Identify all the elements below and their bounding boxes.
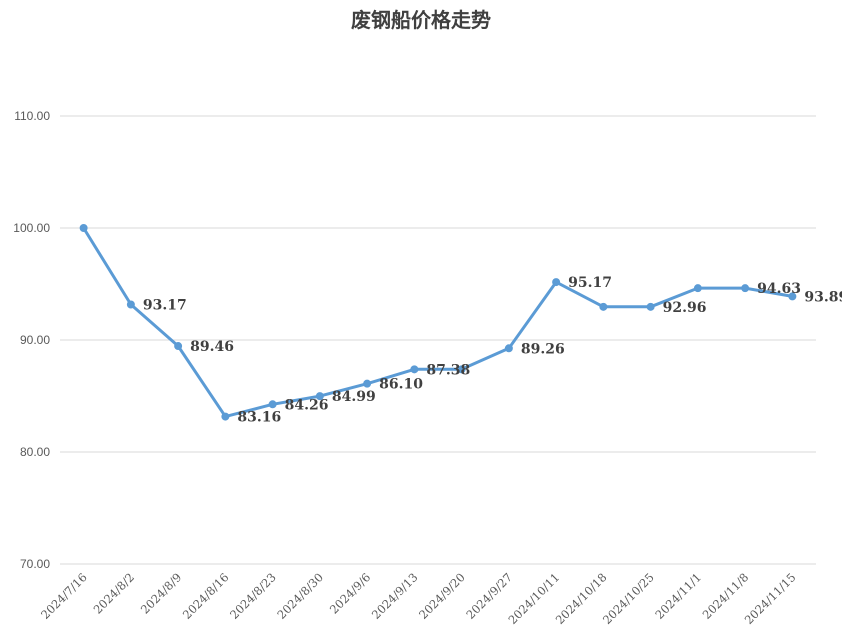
data-point bbox=[268, 400, 277, 409]
data-label: 95.17 bbox=[568, 275, 612, 291]
data-label: 92.96 bbox=[663, 300, 707, 316]
data-point bbox=[741, 284, 750, 293]
data-point bbox=[646, 302, 655, 311]
series-line-path bbox=[82, 226, 794, 419]
data-label: 86.10 bbox=[379, 377, 423, 393]
x-tick-label: 2024/8/2 bbox=[91, 570, 137, 616]
data-point bbox=[315, 392, 324, 401]
series-line bbox=[79, 224, 797, 421]
gridlines bbox=[60, 115, 816, 565]
data-point bbox=[410, 365, 419, 374]
chart-title: 废钢船价格走势 bbox=[351, 8, 491, 32]
y-tick-label: 80.00 bbox=[20, 445, 50, 459]
data-point bbox=[363, 379, 372, 388]
data-point bbox=[788, 292, 797, 301]
data-label: 89.46 bbox=[190, 339, 234, 355]
x-tick-label: 2024/9/13 bbox=[369, 570, 421, 622]
x-axis-ticks: 2024/7/16 2024/8/2 2024/8/92024/8/162024/8… bbox=[38, 570, 798, 627]
y-tick-label: 100.00 bbox=[13, 221, 50, 235]
data-label: 94.63 bbox=[757, 281, 801, 297]
y-tick-label: 90.00 bbox=[20, 333, 50, 347]
x-tick-label: 2024/8/23 bbox=[227, 570, 279, 622]
data-label: 87.38 bbox=[426, 362, 470, 378]
data-label: 93.17 bbox=[143, 297, 187, 313]
y-tick-label: 70.00 bbox=[20, 557, 50, 571]
data-point bbox=[457, 365, 466, 374]
x-tick-label: 2024/8/30 bbox=[274, 570, 326, 622]
data-label: 84.99 bbox=[332, 389, 376, 405]
data-point bbox=[221, 412, 230, 421]
data-label: 84.26 bbox=[285, 397, 329, 413]
data-point bbox=[552, 278, 561, 287]
x-tick-label: 2024/9/20 bbox=[416, 570, 468, 622]
y-axis-ticks: 70.00 80.00 90.00 100.00 110.00 bbox=[13, 109, 50, 571]
data-point bbox=[693, 284, 702, 293]
x-tick-label: 2024/8/16 bbox=[180, 570, 232, 622]
data-point bbox=[504, 344, 513, 353]
data-point bbox=[174, 342, 183, 351]
x-tick-label: 2024/9/6 bbox=[327, 570, 373, 616]
data-label: 83.16 bbox=[237, 410, 281, 426]
data-point bbox=[126, 300, 135, 309]
data-label: 93.89 bbox=[804, 289, 842, 305]
x-tick-label: 2024/11/1 bbox=[652, 570, 704, 622]
x-tick-label: 2024/11/15 bbox=[742, 570, 799, 627]
x-tick-label: 2024/10/25 bbox=[600, 570, 657, 627]
data-point bbox=[79, 224, 88, 232]
data-label: 89.26 bbox=[521, 341, 565, 357]
x-tick-label: 2024/8/9 bbox=[138, 570, 184, 616]
y-tick-label: 110.00 bbox=[14, 109, 50, 123]
x-tick-label: 2024/7/16 bbox=[38, 570, 90, 622]
data-point bbox=[599, 302, 608, 311]
